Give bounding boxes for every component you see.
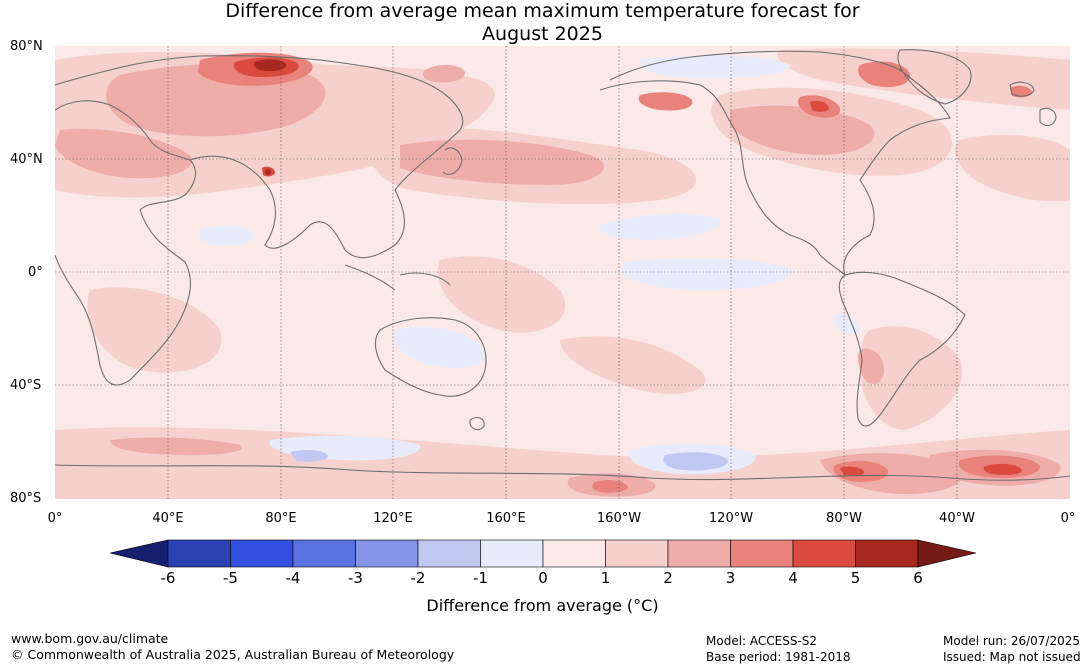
lon-label-160w: 160°W	[596, 511, 642, 526]
colorbar-tick-label: 1	[600, 569, 611, 587]
colorbar-segment	[855, 539, 919, 568]
footer-base-period: Base period: 1981-2018	[706, 650, 851, 664]
colorbar-tick-label: 3	[725, 569, 736, 587]
map-title: Difference from average mean maximum tem…	[0, 0, 1085, 46]
title-line-2: August 2025	[482, 23, 603, 45]
lon-label-120e: 120°E	[373, 511, 413, 526]
colorbar-segment	[792, 539, 856, 568]
lat-label-80n: 80°N	[10, 39, 43, 54]
colorbar-tick-label: 2	[663, 569, 673, 587]
lon-label-160e: 160°E	[486, 511, 526, 526]
colorbar-segment	[355, 539, 419, 568]
footer-url[interactable]: www.bom.gov.au/climate	[11, 631, 169, 646]
colorbar-segment	[605, 539, 669, 568]
colorbar-segment	[542, 539, 606, 568]
footer-issued: Issued: Map not issued	[943, 650, 1081, 664]
lon-label-0-left: 0°	[47, 511, 63, 526]
colorbar-under-arrow	[109, 539, 169, 568]
anomaly-neg-1-0	[198, 55, 860, 475]
lat-label-40n: 40°N	[10, 152, 43, 167]
colorbar-tick-label: 4	[788, 569, 798, 587]
map-gridlines	[55, 46, 1070, 499]
lon-label-0-right: 0°	[1060, 511, 1076, 526]
footer-copyright: © Commonwealth of Australia 2025, Austra…	[11, 647, 455, 662]
anomaly-neg-2-neg-1	[290, 449, 729, 471]
colorbar-tick-label: -2	[410, 569, 426, 587]
colorbar-tick-label: -5	[223, 569, 238, 587]
anomaly-5-6	[254, 59, 287, 175]
lat-label-80s: 80°S	[10, 491, 42, 506]
colorbar-segment	[417, 539, 481, 568]
colorbar	[109, 539, 977, 568]
lat-label-40s: 40°S	[10, 378, 42, 393]
colorbar-tick-label: 5	[850, 569, 861, 587]
colorbar-tick-label: -4	[285, 569, 301, 587]
lon-label-80w: 80°W	[826, 511, 862, 526]
colorbar-segment	[230, 539, 294, 568]
footer-model: Model: ACCESS-S2	[706, 634, 818, 648]
footer-run-info: Model run: 26/07/2025 Issued: Map not is…	[943, 633, 1081, 665]
title-line-1: Difference from average mean maximum tem…	[225, 0, 860, 22]
colorbar-over-arrow	[917, 539, 977, 568]
lon-label-120w: 120°W	[708, 511, 754, 526]
footer-model-run: Model run: 26/07/2025	[943, 634, 1081, 648]
lat-label-equator: 0°	[28, 265, 43, 280]
colorbar-segment	[167, 539, 231, 568]
colorbar-tick-label: 6	[913, 569, 923, 587]
colorbar-tick-label: -3	[348, 569, 363, 587]
lon-label-40e: 40°E	[152, 511, 184, 526]
lon-label-40w: 40°W	[939, 511, 975, 526]
coastlines	[55, 49, 1070, 481]
colorbar-segment	[292, 539, 356, 568]
colorbar-title: Difference from average (°C)	[426, 596, 659, 615]
colorbar-tick-label: -1	[473, 569, 488, 587]
anomaly-2-3	[55, 64, 1061, 497]
colorbar-segment	[730, 539, 794, 568]
footer-model-info: Model: ACCESS-S2 Base period: 1981-2018	[706, 633, 851, 665]
colorbar-tick-label: 0	[538, 569, 548, 587]
colorbar-tick-label: -6	[160, 569, 176, 587]
footer-left: www.bom.gov.au/climate © Commonwealth of…	[11, 631, 454, 663]
colorbar-segment	[480, 539, 544, 568]
colorbar-segment	[667, 539, 731, 568]
lon-label-80e: 80°E	[265, 511, 297, 526]
